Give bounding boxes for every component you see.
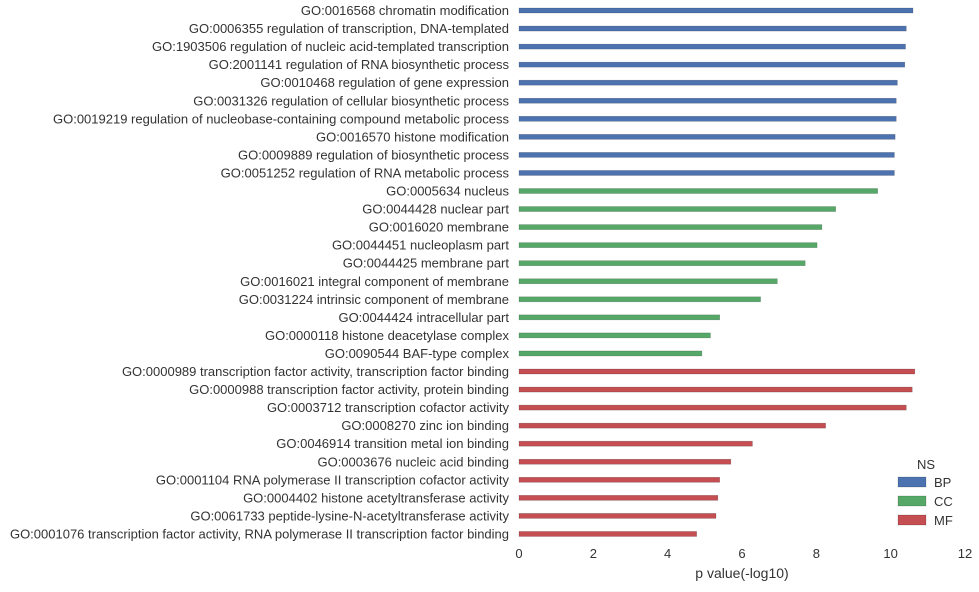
x-tick-label: 4 (664, 546, 671, 561)
category-label: GO:0051252 regulation of RNA metabolic p… (221, 165, 510, 180)
bar-mf (518, 404, 907, 411)
bar-bp (518, 79, 898, 86)
bar-bp (518, 134, 896, 140)
bar-mf (518, 422, 826, 429)
category-label: GO:0031224 intrinsic component of membra… (239, 292, 509, 307)
x-axis-ticks: 0 2 4 6 8 10 12 (515, 546, 972, 561)
bar-bp (518, 116, 897, 122)
category-label: GO:0001076 transcription factor activity… (10, 526, 509, 541)
category-label: GO:0031326 regulation of cellular biosyn… (193, 93, 509, 108)
bar-cc (518, 296, 761, 303)
category-label: GO:0044425 membrane part (343, 256, 510, 271)
bar-bp (518, 43, 906, 50)
legend-label-cc: CC (934, 494, 953, 509)
category-label: GO:0000118 histone deacetylase complex (265, 328, 510, 343)
x-tick-label: 8 (813, 546, 820, 561)
bar-mf (518, 386, 913, 393)
category-label: GO:0061733 peptide-lysine-N-acetyltransf… (190, 508, 509, 523)
bar-mf (518, 531, 697, 537)
x-tick-label: 12 (958, 546, 972, 561)
bar-bp (518, 170, 895, 176)
bar-bp (518, 61, 906, 68)
category-label: GO:0016568 chromatin modification (301, 3, 509, 18)
bar-cc (518, 260, 806, 267)
category-label: GO:0003712 transcription cofactor activi… (267, 400, 510, 415)
category-label: GO:0000988 transcription factor activity… (189, 382, 509, 397)
category-label: GO:0044428 nuclear part (362, 202, 509, 217)
legend-swatch-cc (897, 495, 927, 507)
legend-swatch-bp (897, 476, 927, 488)
category-label: GO:1903506 regulation of nucleic acid-te… (152, 39, 509, 54)
category-label: GO:0001104 RNA polymerase II transcripti… (156, 472, 510, 487)
bar-mf (518, 495, 719, 501)
category-label: GO:0044451 nucleoplasm part (332, 238, 509, 253)
legend-label-mf: MF (934, 513, 953, 528)
category-label: GO:0008270 zinc ion binding (341, 418, 509, 433)
category-label: GO:0006355 regulation of transcription, … (189, 21, 509, 36)
category-label: GO:0004402 histone acetyltransferase act… (243, 490, 509, 505)
category-label: GO:0009889 regulation of biosynthetic pr… (238, 147, 510, 162)
category-label: GO:0003676 nucleic acid binding (317, 454, 509, 469)
bar-bp (518, 25, 907, 32)
category-labels: GO:0016568 chromatin modification GO:0006… (10, 3, 510, 541)
bar-cc (518, 314, 720, 321)
legend-title: NS (917, 457, 935, 472)
bar-mf (518, 476, 720, 483)
x-tick-label: 2 (590, 546, 597, 561)
legend-label-bp: BP (934, 475, 951, 490)
category-label: GO:0019219 regulation of nucleobase-cont… (53, 111, 510, 126)
bar-bp (518, 152, 895, 158)
category-label: GO:0046914 transition metal ion binding (276, 436, 509, 451)
legend: NS BP CC MF (897, 457, 953, 528)
bar-cc (518, 188, 878, 194)
bar-cc (518, 332, 711, 339)
bar-bp (518, 7, 914, 14)
bar-bp (518, 97, 897, 104)
bar-cc (518, 224, 823, 230)
x-axis-label: p value(-log10) (695, 565, 788, 581)
x-tick-label: 10 (883, 546, 897, 561)
category-label: GO:0000989 transcription factor activity… (122, 364, 509, 379)
category-label: GO:2001141 regulation of RNA biosyntheti… (209, 57, 510, 72)
category-label: GO:0016570 histone modification (316, 129, 509, 144)
bar-cc (518, 278, 778, 285)
category-label: GO:0016020 membrane (369, 220, 509, 235)
category-label: GO:0005634 nucleus (386, 184, 509, 199)
category-label: GO:0016021 integral component of membran… (240, 274, 509, 289)
bars-layer (518, 7, 916, 537)
bar-cc (518, 350, 703, 357)
bar-mf (518, 440, 753, 447)
legend-swatch-mf (897, 514, 927, 526)
category-label: GO:0090544 BAF-type complex (325, 346, 510, 361)
bar-mf (518, 458, 732, 465)
bar-mf (518, 513, 717, 519)
category-label: GO:0044424 intracellular part (338, 310, 509, 325)
bar-cc (518, 206, 836, 212)
x-tick-label: 0 (515, 546, 522, 561)
bar-cc (518, 242, 818, 248)
x-tick-label: 6 (738, 546, 745, 561)
bar-mf (518, 368, 916, 375)
category-label: GO:0010468 regulation of gene expression (260, 75, 509, 90)
